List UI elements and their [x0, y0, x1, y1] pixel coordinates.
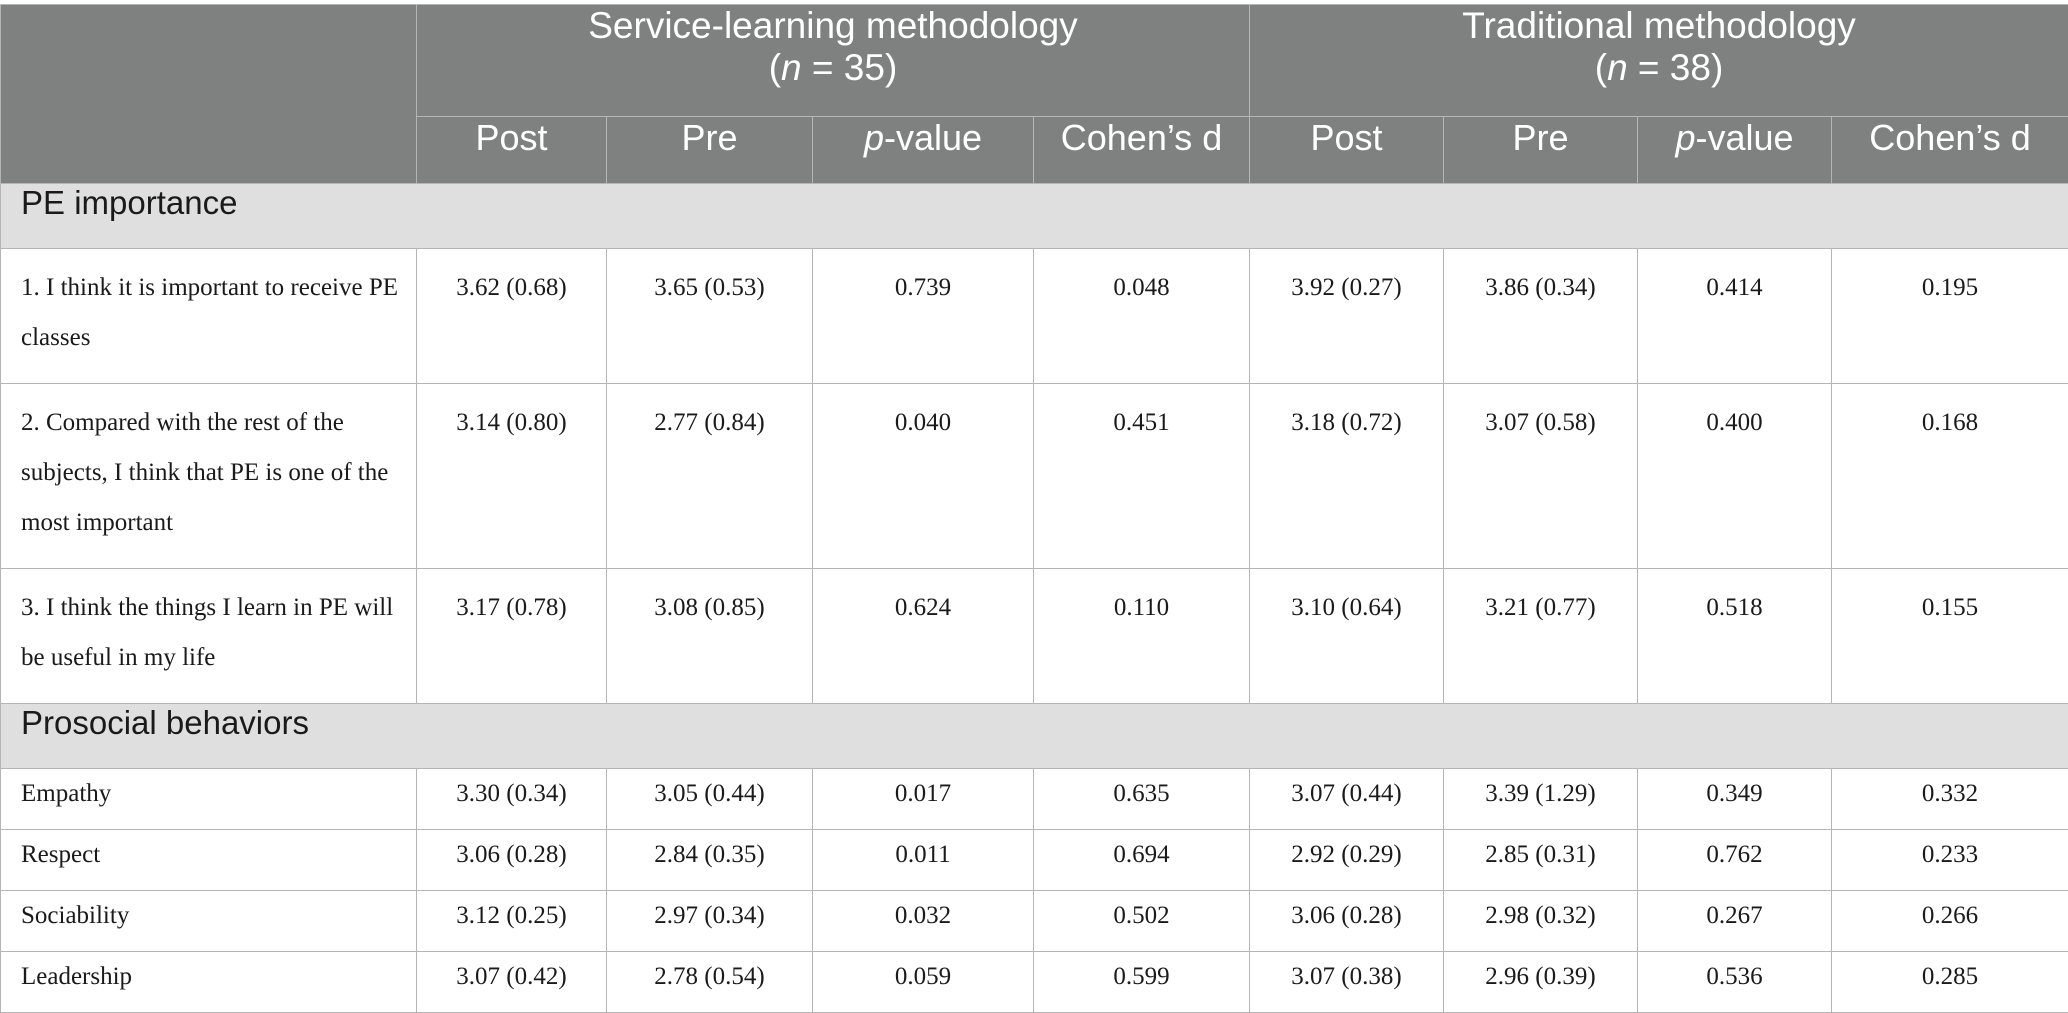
table-row: 1. I think it is important to receive PE…	[1, 249, 2068, 384]
table-cell: 0.635	[1034, 769, 1250, 830]
table-cell: 0.168	[1832, 384, 2068, 569]
pvalue-rest: -value	[1695, 117, 1793, 158]
table-cell: 0.032	[813, 891, 1034, 952]
pvalue-p: p	[1675, 117, 1695, 158]
row-label: 1. I think it is important to receive PE…	[1, 249, 417, 384]
section-title: PE importance	[1, 184, 2068, 249]
pvalue-rest: -value	[884, 117, 982, 158]
col-header-cohens-d: Cohen’s d	[1034, 117, 1250, 184]
group-n-suffix: = 38)	[1628, 47, 1724, 88]
header-corner	[1, 5, 417, 184]
group-title: Service-learning methodology	[588, 5, 1078, 46]
table-cell: 3.05 (0.44)	[607, 769, 813, 830]
col-header-pre: Pre	[1444, 117, 1638, 184]
section-row: PE importance	[1, 184, 2068, 249]
table-cell: 0.048	[1034, 249, 1250, 384]
row-label: 3. I think the things I learn in PE will…	[1, 569, 417, 704]
table-cell: 3.07 (0.44)	[1250, 769, 1444, 830]
results-table: Service-learning methodology (n = 35) Tr…	[0, 4, 2068, 1013]
table-cell: 3.14 (0.80)	[417, 384, 607, 569]
group-n-prefix: (	[1595, 47, 1607, 88]
col-header-post: Post	[417, 117, 607, 184]
table-cell: 0.694	[1034, 830, 1250, 891]
table-cell: 0.624	[813, 569, 1034, 704]
col-header-cohens-d: Cohen’s d	[1832, 117, 2068, 184]
table-cell: 0.040	[813, 384, 1034, 569]
table-row: 2. Compared with the rest of the subject…	[1, 384, 2068, 569]
table-cell: 3.06 (0.28)	[417, 830, 607, 891]
table-cell: 0.451	[1034, 384, 1250, 569]
table-cell: 0.762	[1638, 830, 1832, 891]
table-cell: 3.17 (0.78)	[417, 569, 607, 704]
table-cell: 0.518	[1638, 569, 1832, 704]
table-cell: 3.07 (0.58)	[1444, 384, 1638, 569]
row-label: Respect	[1, 830, 417, 891]
table-cell: 0.195	[1832, 249, 2068, 384]
table-cell: 0.155	[1832, 569, 2068, 704]
group-n-var: n	[781, 47, 802, 88]
table-cell: 2.98 (0.32)	[1444, 891, 1638, 952]
group-header-service-learning: Service-learning methodology (n = 35)	[417, 5, 1250, 117]
table-row: 3. I think the things I learn in PE will…	[1, 569, 2068, 704]
table-cell: 3.18 (0.72)	[1250, 384, 1444, 569]
table-cell: 3.21 (0.77)	[1444, 569, 1638, 704]
col-header-pvalue: p-value	[1638, 117, 1832, 184]
table-cell: 3.10 (0.64)	[1250, 569, 1444, 704]
row-label: Sociability	[1, 891, 417, 952]
table-cell: 3.92 (0.27)	[1250, 249, 1444, 384]
group-n-suffix: = 35)	[802, 47, 898, 88]
table-cell: 0.414	[1638, 249, 1832, 384]
group-n-prefix: (	[769, 47, 781, 88]
table-cell: 3.12 (0.25)	[417, 891, 607, 952]
table-cell: 3.62 (0.68)	[417, 249, 607, 384]
table-cell: 2.77 (0.84)	[607, 384, 813, 569]
table-cell: 3.06 (0.28)	[1250, 891, 1444, 952]
table-cell: 0.400	[1638, 384, 1832, 569]
table-cell: 0.267	[1638, 891, 1832, 952]
table-cell: 0.017	[813, 769, 1034, 830]
table-cell: 2.85 (0.31)	[1444, 830, 1638, 891]
pvalue-p: p	[864, 117, 884, 158]
row-label: 2. Compared with the rest of the subject…	[1, 384, 417, 569]
table-cell: 0.110	[1034, 569, 1250, 704]
table-cell: 0.266	[1832, 891, 2068, 952]
col-header-pre: Pre	[607, 117, 813, 184]
table-cell: 3.08 (0.85)	[607, 569, 813, 704]
table-cell: 3.39 (1.29)	[1444, 769, 1638, 830]
col-header-pvalue: p-value	[813, 117, 1034, 184]
table-cell: 0.332	[1832, 769, 2068, 830]
table-cell: 2.92 (0.29)	[1250, 830, 1444, 891]
section-row: Prosocial behaviors	[1, 704, 2068, 769]
table-cell: 2.97 (0.34)	[607, 891, 813, 952]
table-cell: 0.349	[1638, 769, 1832, 830]
section-title: Prosocial behaviors	[1, 704, 2068, 769]
table-cell: 3.86 (0.34)	[1444, 249, 1638, 384]
table-cell: 0.739	[813, 249, 1034, 384]
table-cell: 2.84 (0.35)	[607, 830, 813, 891]
table-cell: 3.30 (0.34)	[417, 769, 607, 830]
group-title: Traditional methodology	[1462, 5, 1856, 46]
row-label: Empathy	[1, 769, 417, 830]
table-cell: 0.233	[1832, 830, 2068, 891]
table-cell: 0.011	[813, 830, 1034, 891]
col-header-post: Post	[1250, 117, 1444, 184]
table-cell: 3.65 (0.53)	[607, 249, 813, 384]
table-cell: 0.502	[1034, 891, 1250, 952]
group-header-traditional: Traditional methodology (n = 38)	[1250, 5, 2068, 117]
group-n-var: n	[1607, 47, 1628, 88]
